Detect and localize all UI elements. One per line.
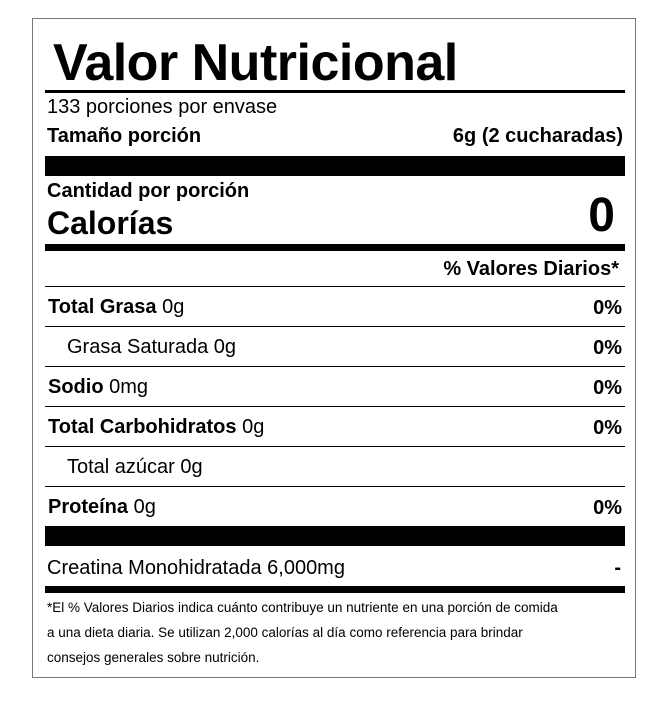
daily-value-header: % Valores Diarios* (443, 258, 619, 280)
footnote-line: a una dieta diaria. Se utilizan 2,000 ca… (47, 625, 523, 640)
nutrient-daily-value: 0% (593, 377, 622, 399)
nutrient-row: Total azúcar 0g (45, 446, 625, 486)
supplement-dv: - (614, 557, 621, 579)
nutrient-daily-value: 0% (593, 297, 622, 319)
serving-size-value: 6g (2 cucharadas) (452, 125, 623, 147)
amount-per-serving: Cantidad por porción (47, 180, 250, 202)
calories-value: 0 (588, 189, 615, 242)
medium-divider (45, 244, 625, 251)
nutrient-name: Total Grasa 0g (48, 296, 184, 319)
serving-size-label: Tamaño porción (47, 125, 202, 147)
nutrient-label: Total Carbohidratos (48, 416, 237, 438)
nutrient-label: Total Grasa (48, 296, 157, 318)
thick-divider (45, 526, 625, 546)
nutrient-name: Total Carbohidratos 0g (48, 416, 264, 439)
nutrient-amount: 0g (128, 496, 156, 518)
nutrient-row: Total Carbohidratos 0g 0% (45, 406, 625, 446)
nutrition-facts-label: Valor Nutricional 133 porciones por enva… (32, 18, 636, 678)
nutrient-amount: 0g (156, 296, 185, 318)
nutrient-name: Proteína 0g (48, 496, 156, 519)
nutrient-name: Total azúcar 0g (67, 456, 203, 479)
footnote-line: consejos generales sobre nutrición. (47, 650, 260, 665)
nutrient-name: Sodio 0mg (48, 376, 148, 399)
nutrient-daily-value: 0% (593, 337, 622, 359)
nutrient-row: Sodio 0mg 0% (45, 366, 625, 406)
divider (45, 90, 625, 93)
nutrient-amount: 0g (236, 416, 265, 438)
nutrient-label: Total azúcar 0g (67, 456, 203, 478)
nutrient-amount: 0mg (103, 376, 149, 398)
nutrient-label: Proteína (48, 496, 129, 518)
footnote-line: *El % Valores Diarios indica cuánto cont… (47, 600, 558, 615)
thick-divider (45, 156, 625, 176)
servings-per-container: 133 porciones por envase (47, 96, 278, 118)
nutrient-name: Grasa Saturada 0g (67, 336, 236, 359)
label-title: Valor Nutricional (53, 34, 458, 92)
calories-label: Calorías (47, 205, 174, 241)
nutrient-daily-value: 0% (593, 417, 622, 439)
medium-divider (45, 586, 625, 593)
nutrient-label: Grasa Saturada 0g (67, 336, 236, 358)
nutrient-row: Proteína 0g 0% (45, 486, 625, 526)
nutrient-row: Grasa Saturada 0g 0% (45, 326, 625, 366)
supplement-name: Creatina Monohidratada 6,000mg (47, 557, 345, 579)
nutrient-label: Sodio (48, 376, 104, 398)
nutrient-row: Total Grasa 0g 0% (45, 286, 625, 326)
nutrient-daily-value: 0% (593, 497, 622, 519)
